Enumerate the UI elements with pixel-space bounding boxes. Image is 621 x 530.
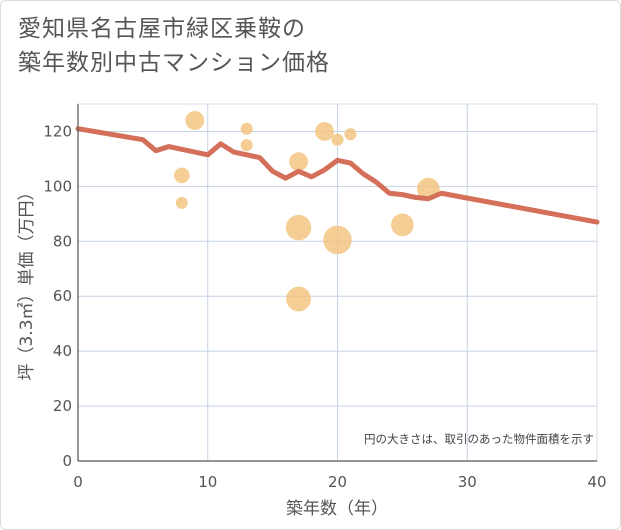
y-tick-label: 60: [53, 287, 72, 305]
y-axis-label: 坪（3.3㎡）単価（万円）: [17, 183, 37, 380]
x-tick-label: 0: [73, 473, 83, 491]
y-tick-label: 20: [53, 397, 72, 415]
y-tick-label: 80: [53, 232, 72, 250]
x-tick-labels: 0 10 20 30 40: [73, 473, 606, 491]
bubble-point: [323, 225, 352, 255]
trend-line: [75, 126, 600, 225]
y-tick-label: 40: [53, 342, 72, 360]
bubble-point: [315, 122, 334, 141]
x-tick-label: 10: [198, 473, 217, 491]
bubble-point: [240, 139, 253, 152]
y-tick-label: 120: [43, 122, 72, 140]
x-tick-label: 20: [328, 473, 347, 491]
x-axis-label: 築年数（年）: [286, 499, 388, 519]
bubble-point: [240, 122, 253, 135]
bubble-point: [174, 167, 190, 184]
x-tick-label: 40: [587, 473, 606, 491]
bubble-point: [390, 213, 414, 237]
bubble-point: [175, 196, 188, 209]
bubble-size-note: 円の大きさは、取引のあった物件面積を示す: [364, 432, 594, 446]
bubble-point: [289, 152, 309, 172]
bubble-point: [285, 214, 312, 241]
y-tick-labels: 0 20 40 60 80 100 120: [43, 122, 72, 470]
bubble-point: [286, 286, 311, 312]
bubble-point: [331, 133, 344, 146]
chart-title: 愛知県名古屋市緑区乗鞍の 築年数別中古マンション価格: [18, 16, 330, 76]
y-tick-label: 0: [62, 452, 72, 470]
bubble-point: [185, 111, 205, 130]
bubble-point: [344, 128, 357, 141]
trend-line-group: [75, 126, 600, 225]
x-tick-label: 30: [458, 473, 477, 491]
y-tick-label: 100: [43, 177, 72, 195]
